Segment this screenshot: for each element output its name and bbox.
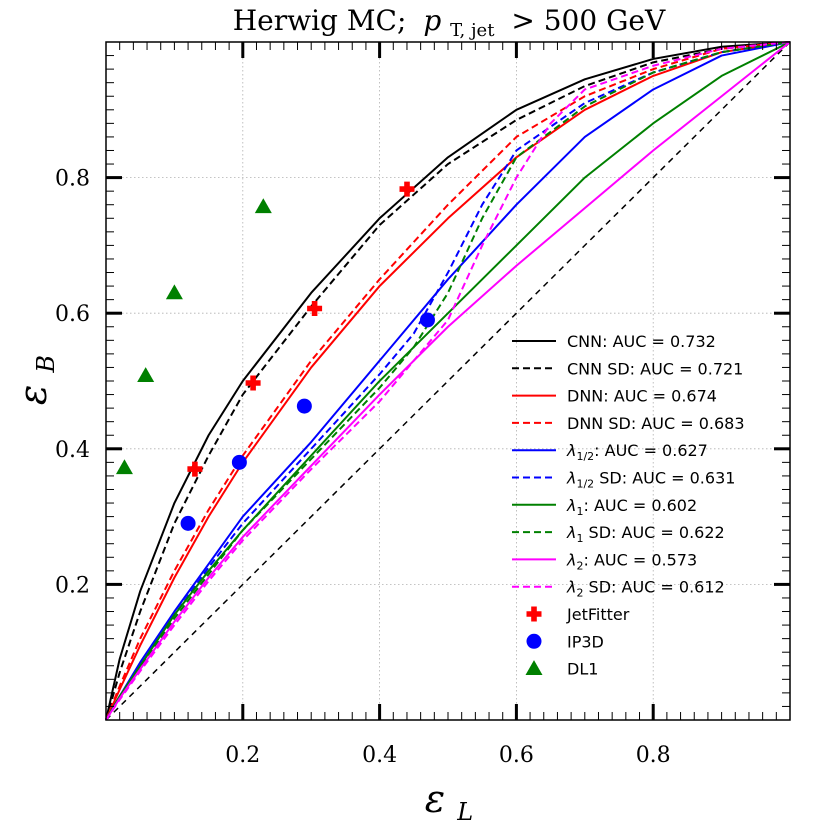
legend-label-sub-9: 2 [576,587,583,600]
legend-label-rest-2: : AUC = 0.674 [603,387,717,406]
series-line-1 [105,41,791,721]
legend-label-main-9: λ [566,578,576,597]
marker-dl1-3 [254,198,272,214]
legend-label-rest-3: SD: AUC = 0.683 [603,414,744,433]
legend-label-2: DNN: AUC = 0.674 [567,387,717,406]
series-line-3 [105,41,791,721]
x-tick-label-3: 0.8 [636,743,671,768]
legend-label-rest-1: SD: AUC = 0.721 [602,359,743,378]
series-line-2 [105,41,791,721]
legend-label-main-0: CNN [567,332,602,351]
legend-label-rest-5: SD: AUC = 0.631 [594,469,735,488]
x-axis-label-main: ε [425,777,445,821]
legend-label-rest-6: : AUC = 0.602 [583,496,697,515]
legend-label-8: λ2: AUC = 0.573 [566,550,697,572]
series-line-6 [105,41,791,721]
marker-dl1-0 [115,459,133,475]
legend-label-rest-7: SD: AUC = 0.622 [583,523,724,542]
title-var-sub: T, jet [450,20,495,41]
x-axis-label: ε L [425,777,473,826]
series-line-0 [105,41,791,721]
x-tick-label-2: 0.6 [499,743,534,768]
legend-label-rest-8: : AUC = 0.573 [583,550,697,569]
title-var-main: p [423,4,441,37]
y-axis-label-sub: B [32,355,60,374]
legend-label-sub-4: 1/2 [576,450,594,463]
marker-ip3d-1 [231,454,247,470]
legend-label-0: CNN: AUC = 0.732 [567,332,716,351]
legend-label-rest-0: : AUC = 0.732 [602,332,716,351]
reference-diagonal [105,41,791,721]
legend-label-main-1: CNN [567,359,602,378]
marker-ip3d-2 [296,398,312,414]
legend-label-main-7: λ [566,523,576,542]
series-line-9 [105,41,791,721]
legend-label-4: λ1/2: AUC = 0.627 [566,441,708,463]
series-line-4 [105,41,791,721]
marker-ip3d-3 [419,312,435,328]
title-cut: > 500 GeV [511,4,666,37]
legend-marker-label-0: JetFitter [566,605,630,624]
y-tick-label-0: 0.2 [55,573,90,598]
legend-marker-2 [525,660,543,675]
legend-label-7: λ1 SD: AUC = 0.622 [566,523,725,545]
x-tick-label-0: 0.2 [225,743,260,768]
legend-label-main-5: λ [566,469,576,488]
x-tick-label-1: 0.4 [362,743,397,768]
legend-marker-label-2: DL1 [567,660,598,679]
marker-jetfitter-0 [187,461,203,477]
title-prefix: Herwig MC; [233,4,407,37]
legend-label-main-6: λ [566,496,576,515]
legend-label-sub-6: 1 [576,505,583,518]
y-tick-label-2: 0.6 [55,302,90,327]
legend-label-1: CNN SD: AUC = 0.721 [567,359,743,378]
plot-area: 0.2 0.4 0.6 0.8 0.2 0.4 0.6 0.8 [55,41,791,768]
series-line-8 [105,41,791,721]
series-line-7 [105,41,791,721]
legend-label-rest-9: SD: AUC = 0.612 [583,578,724,597]
marker-jetfitter-2 [307,301,323,316]
legend-label-9: λ2 SD: AUC = 0.612 [566,578,725,600]
legend-label-main-3: DNN [567,414,603,433]
chart-title: Herwig MC; p T, jet > 500 GeV [233,4,666,43]
legend-marker-0 [526,606,542,622]
marker-ip3d-0 [180,515,196,531]
legend-label-sub-8: 2 [576,559,583,572]
legend-label-main-8: λ [566,550,576,569]
x-axis-label-sub: L [456,798,473,826]
legend-marker-label-1: IP3D [567,632,604,651]
marker-dl1-1 [137,367,155,382]
legend-label-5: λ1/2 SD: AUC = 0.631 [566,469,735,491]
legend-marker-1 [526,633,542,649]
marker-jetfitter-3 [399,181,415,197]
marker-jetfitter-1 [245,375,261,391]
legend-label-rest-4: : AUC = 0.627 [594,441,708,460]
marker-dl1-2 [165,284,183,300]
legend-label-3: DNN SD: AUC = 0.683 [567,414,745,433]
y-axis-label-main: ε [11,385,55,405]
y-tick-label-1: 0.4 [55,438,90,463]
legend-label-main-2: DNN [567,387,603,406]
legend-label-sub-5: 1/2 [576,478,594,491]
legend-label-sub-7: 1 [576,532,583,545]
legend-label-6: λ1: AUC = 0.602 [566,496,697,518]
legend-label-main-4: λ [566,441,576,460]
y-axis-label: ε B [11,355,60,405]
y-tick-label-3: 0.8 [55,167,90,192]
